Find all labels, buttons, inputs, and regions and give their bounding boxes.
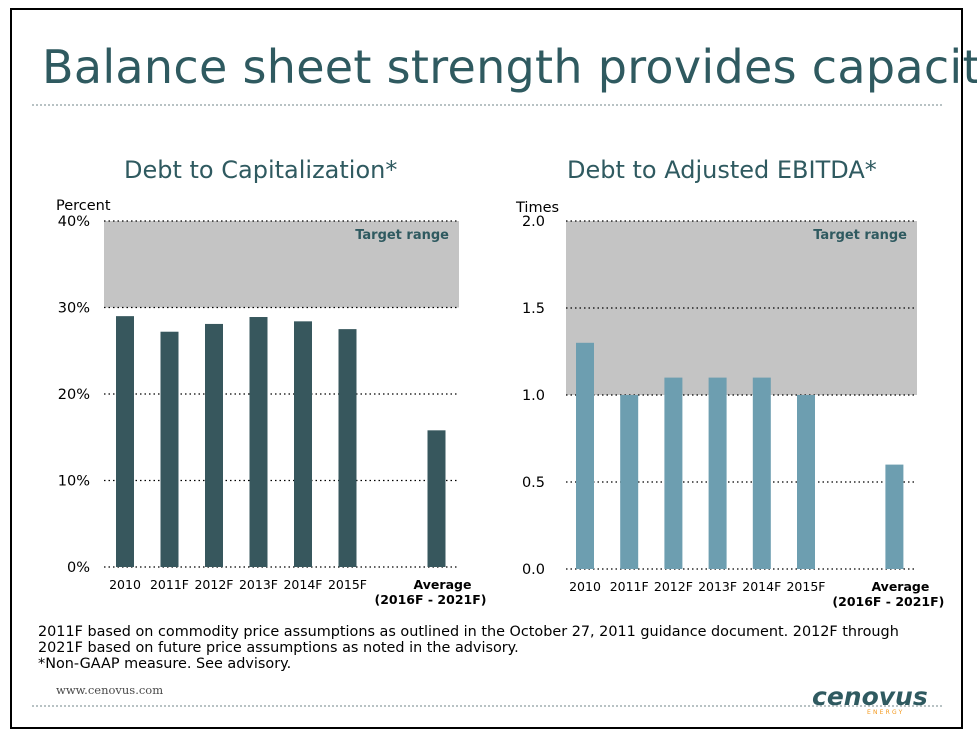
left-y-tick-label: 0% — [67, 560, 90, 576]
left-x-tick-label: 2010 — [109, 577, 141, 592]
left-x-tick-label: 2011F — [150, 577, 189, 592]
chart-title-debt-to-capitalization: Debt to Capitalization* — [124, 156, 398, 184]
left-x-tick-label: 2014F — [283, 577, 322, 592]
left-bar — [160, 331, 179, 567]
footnote-line: 2021F based on future price assumptions … — [38, 640, 519, 656]
right-y-tick-label: 0.5 — [522, 475, 545, 491]
right-bar — [797, 395, 815, 569]
footnote-line: 2011F based on commodity price assumptio… — [38, 624, 899, 640]
left-bar — [205, 323, 223, 567]
footer-divider — [32, 705, 942, 707]
right-bar — [708, 377, 727, 569]
right-y-tick-label: 0.0 — [522, 562, 545, 578]
right-x-tick-label: 2014F — [742, 579, 781, 594]
right-bar — [576, 342, 594, 569]
right-x-tick-label: Average — [871, 579, 929, 594]
left-bar — [249, 317, 268, 567]
left-bar — [427, 430, 446, 567]
website-url: www.cenovus.com — [56, 683, 164, 697]
title-divider — [32, 104, 942, 106]
right-bar — [752, 377, 771, 569]
chart-title-debt-to-ebitda: Debt to Adjusted EBITDA* — [567, 156, 877, 184]
left-y-tick-label: 40% — [58, 214, 90, 230]
logo-sub: ENERGY — [867, 709, 904, 716]
right-bar — [885, 464, 904, 569]
left-x-tick-label: Average — [414, 577, 472, 592]
slide-title: Balance sheet strength provides capacity — [42, 40, 977, 94]
right-x-tick-label: 2010 — [569, 579, 601, 594]
right-y-tick-label: 2.0 — [522, 214, 545, 230]
left-x-tick-label: 2012F — [194, 577, 233, 592]
left-y-tick-label: 30% — [58, 301, 90, 317]
right-bar — [620, 395, 639, 569]
cenovus-logo: cenovus ENERGY — [812, 682, 928, 716]
right-x-tick-label: 2015F — [786, 579, 825, 594]
left-x-tick-sublabel: (2016F - 2021F) — [375, 592, 487, 607]
right-y-tick-label: 1.5 — [522, 301, 545, 317]
right-x-tick-label: 2011F — [610, 579, 649, 594]
footnote-line: *Non-GAAP measure. See advisory. — [38, 656, 292, 672]
logo-wordmark: cenovus — [812, 682, 928, 711]
left-target-label: Target range — [355, 228, 449, 243]
left-x-tick-label: 2015F — [328, 577, 367, 592]
right-bar — [664, 377, 683, 569]
left-y-tick-label: 10% — [58, 474, 90, 490]
left-y-tick-label: 20% — [58, 387, 90, 403]
right-x-tick-label: 2012F — [654, 579, 693, 594]
right-x-tick-label: 2013F — [698, 579, 737, 594]
left-bar — [294, 321, 312, 567]
left-bar — [116, 316, 134, 567]
left-target-band — [104, 221, 459, 308]
right-y-axis-label: Times — [515, 200, 559, 216]
right-target-label: Target range — [813, 228, 907, 243]
footnote: 2011F based on commodity price assumptio… — [38, 624, 938, 672]
left-bar — [338, 329, 357, 567]
right-x-tick-sublabel: (2016F - 2021F) — [832, 594, 944, 609]
right-y-tick-label: 1.0 — [522, 388, 545, 404]
left-x-tick-label: 2013F — [239, 577, 278, 592]
left-y-axis-label: Percent — [56, 198, 111, 214]
